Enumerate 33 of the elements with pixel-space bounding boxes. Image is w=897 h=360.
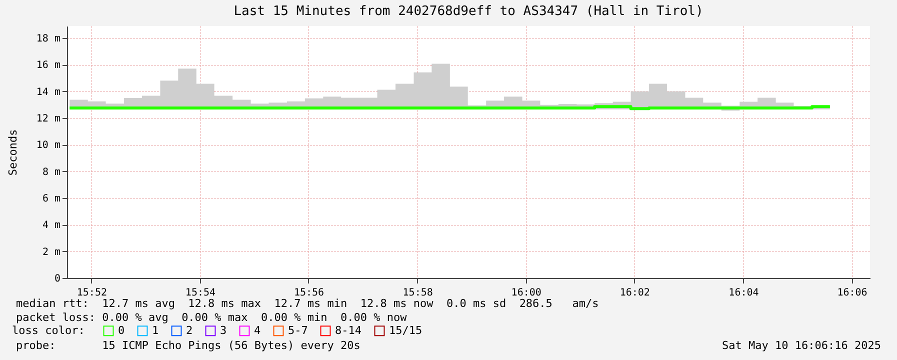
y-tick-label: 12 m [36, 114, 60, 124]
text: Sat May 10 16:06:16 2025 [722, 339, 881, 353]
y-tick-label: 6 m [42, 194, 60, 204]
y-tick-label: 10 m [36, 140, 60, 152]
text: median rtt: 12.7 ms avg 12.8 ms max 12.7 ms min 12.8 ms now 0.0 ms sd 286.5 am/s [16, 297, 599, 310]
y-tick-label: 8 m [42, 166, 60, 178]
x-tick-label: 15:58 [402, 288, 433, 298]
text: packet loss: 0.00 % avg 0.00 % max 0.00 % min 0.00 % now [16, 311, 407, 324]
x-tick-label: 16:06 [837, 288, 868, 298]
legend-label: 4 [254, 324, 261, 337]
text: probe: 15 ICMP Echo Pings (56 Bytes) every 20s [16, 339, 360, 353]
legend-label: 0 [118, 324, 125, 337]
y-tick-label: 16 m [36, 60, 60, 72]
legend-label: 2 [186, 324, 193, 337]
x-tick-label: 15:56 [294, 288, 324, 298]
legend-label: 5-7 [288, 324, 308, 337]
legend-label: 1 [152, 324, 159, 337]
legend-label: 15/15 [389, 324, 422, 337]
x-tick-label: 15:52 [76, 288, 107, 298]
y-tick-label: 4 m [42, 220, 60, 232]
legend-label: 8-14 [335, 324, 362, 337]
legend-title: loss color: [12, 324, 85, 337]
y-tick-label: 18 m [36, 34, 60, 44]
y-axis-title: Seconds [6, 129, 20, 176]
y-tick-label: 0 [54, 274, 60, 284]
y-tick-label: 2 m [42, 246, 60, 258]
x-tick-label: 16:04 [728, 288, 759, 298]
y-tick-label: 14 m [36, 86, 60, 98]
chart-title: Last 15 Minutes from 2402768d9eff to AS34347 (Hall in Tirol) [234, 4, 704, 19]
x-tick-label: 16:02 [620, 288, 650, 298]
x-tick-label: 16:00 [511, 288, 542, 298]
x-tick-label: 15:54 [185, 288, 216, 298]
legend-label: 3 [220, 324, 227, 337]
